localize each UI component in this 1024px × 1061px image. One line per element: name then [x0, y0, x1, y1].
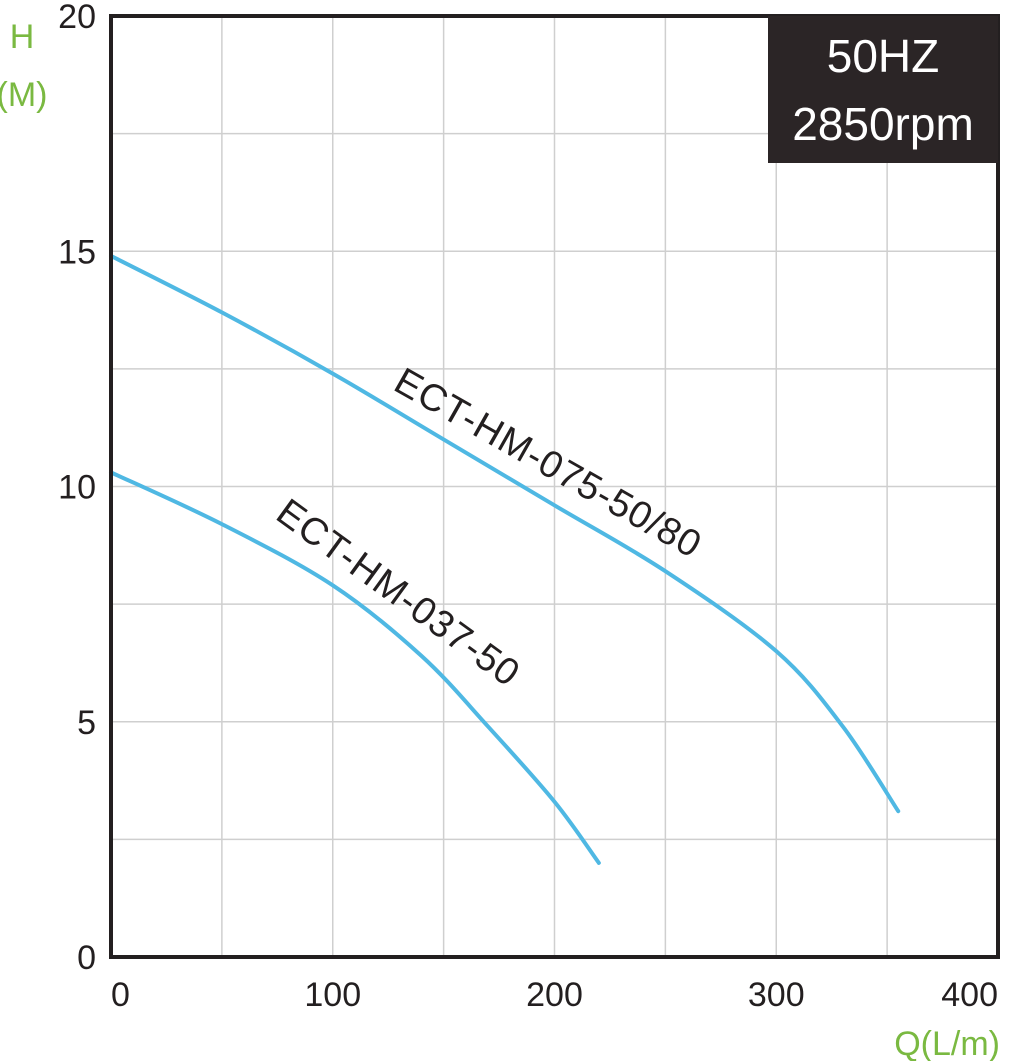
y-tick-label: 5	[77, 704, 96, 742]
y-tick-label: 10	[58, 469, 96, 507]
x-axis-ticks: 0 100 200 300 400	[111, 976, 998, 1014]
y-tick-label: 20	[58, 0, 96, 36]
x-tick-label: 0	[111, 976, 130, 1014]
y-axis-label-line1: H	[10, 18, 35, 56]
y-tick-label: 0	[77, 939, 96, 977]
x-tick-label: 400	[941, 976, 998, 1014]
frequency-badge-line2: 2850rpm	[792, 98, 974, 150]
frequency-badge-line1: 50HZ	[827, 30, 939, 82]
x-axis-label: Q(L/m)	[894, 1025, 1000, 1061]
y-axis-label-line2: (M)	[0, 76, 47, 114]
series-line-0	[109, 253, 901, 814]
y-tick-label: 15	[58, 233, 96, 271]
y-axis-ticks: 0 5 10 15 20	[58, 0, 96, 977]
x-tick-label: 100	[304, 976, 361, 1014]
x-tick-label: 300	[748, 976, 805, 1014]
series-label-ect-hm-075: ECT-HM-075-50/80	[387, 360, 708, 567]
series-label-ect-hm-037: ECT-HM-037-50	[269, 491, 528, 695]
curves	[109, 253, 901, 865]
series-line-1	[109, 470, 601, 865]
frequency-badge	[768, 16, 998, 163]
grid-lines	[111, 16, 998, 957]
plot-frame	[109, 14, 1000, 959]
x-tick-label: 200	[526, 976, 583, 1014]
